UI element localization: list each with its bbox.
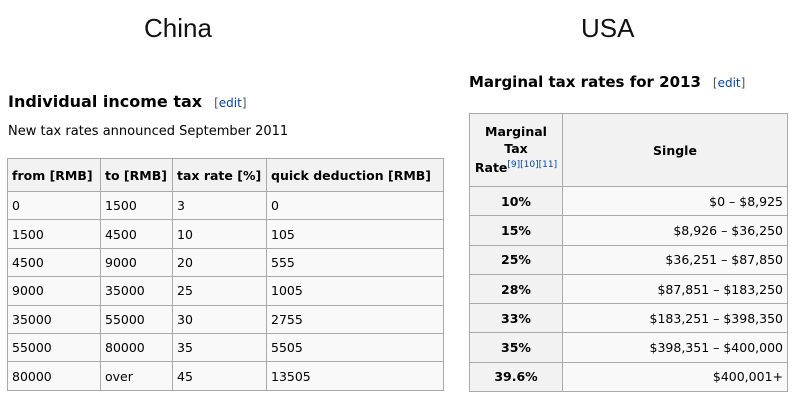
rate-cell: 33% [469, 303, 563, 334]
table-cell: 20 [172, 247, 267, 278]
bracket-cell: $36,251 – $87,850 [562, 244, 788, 275]
china-tax-table: from [RMB] to [RMB] tax rate [%] quick d… [7, 158, 444, 391]
column-header: tax rate [%] [172, 158, 267, 192]
table-cell: 555 [266, 247, 444, 278]
table-cell: 25 [172, 276, 267, 306]
table-row: 39.6% $400,001+ [469, 361, 788, 393]
single-header: Single [562, 113, 788, 187]
table-cell: 55000 [100, 304, 173, 334]
rate-cell: 10% [469, 185, 563, 217]
china-note: New tax rates announced September 2011 [8, 124, 289, 139]
table-cell: 35 [172, 332, 267, 363]
table-cell: 1005 [266, 276, 444, 306]
rate-cell: 39.6% [469, 361, 563, 393]
china-section-heading: Individual income tax [edit] [8, 92, 247, 111]
table-cell: 80000 [7, 361, 101, 391]
table-row: 28% $87,851 – $183,250 [469, 273, 788, 305]
usa-edit-label[interactable]: edit [717, 76, 741, 90]
header-line: Tax [504, 141, 528, 157]
table-cell: 1500 [100, 190, 173, 221]
table-cell: 80000 [100, 332, 173, 363]
table-row: 33% $183,251 – $398,350 [469, 303, 788, 334]
marginal-tax-rate-header: Marginal Tax Rate[9][10][11] [469, 113, 563, 187]
bracket-cell: $398,351 – $400,000 [562, 332, 788, 363]
table-row: 15% $8,926 – $36,250 [469, 215, 788, 246]
table-header-row: Marginal Tax Rate[9][10][11] Single [469, 113, 788, 187]
table-cell: 10 [172, 219, 267, 249]
table-row: 35000 55000 30 2755 [7, 304, 444, 334]
header-line: Rate [474, 160, 508, 176]
table-cell: 55000 [7, 332, 101, 363]
rate-cell: 15% [469, 215, 563, 246]
table-cell: 13505 [266, 361, 444, 391]
table-cell: 9000 [7, 276, 101, 306]
table-cell: 35000 [100, 276, 173, 306]
table-row: 1500 4500 10 105 [7, 219, 444, 249]
bracket-cell: $8,926 – $36,250 [562, 215, 788, 246]
table-cell: 45 [172, 361, 267, 391]
table-cell: 1500 [7, 219, 101, 249]
bracket-cell: $0 – $8,925 [562, 185, 788, 217]
table-cell: over [100, 361, 173, 391]
table-row: 4500 9000 20 555 [7, 247, 444, 278]
table-cell: 4500 [7, 247, 101, 278]
table-cell: 2755 [266, 304, 444, 334]
china-heading-text: Individual income tax [8, 92, 203, 111]
bracket-cell: $183,251 – $398,350 [562, 303, 788, 334]
column-header: quick deduction [RMB] [266, 158, 444, 192]
usa-section-heading: Marginal tax rates for 2013 [edit] [469, 73, 745, 91]
china-edit-link[interactable]: [edit] [214, 96, 247, 110]
china-edit-label[interactable]: edit [218, 96, 242, 110]
table-cell: 3 [172, 190, 267, 221]
usa-heading-text: Marginal tax rates for 2013 [469, 73, 701, 91]
table-cell: 35000 [7, 304, 101, 334]
rate-cell: 28% [469, 273, 563, 305]
usa-tax-table: Marginal Tax Rate[9][10][11] Single 10% $0 … [469, 113, 788, 393]
table-row: 55000 80000 35 5505 [7, 332, 444, 363]
table-cell: 4500 [100, 219, 173, 249]
table-cell: 0 [7, 190, 101, 221]
usa-edit-link[interactable]: [edit] [712, 76, 746, 90]
table-header-row: from [RMB] to [RMB] tax rate [%] quick d… [7, 158, 444, 192]
bracket-cell: $87,851 – $183,250 [562, 273, 788, 305]
table-row: 35% $398,351 – $400,000 [469, 332, 788, 363]
usa-label: USA [581, 13, 635, 43]
column-header: from [RMB] [7, 158, 101, 192]
bracket-cell: $400,001+ [562, 361, 788, 393]
rate-cell: 35% [469, 332, 563, 363]
header-line: Marginal [485, 124, 547, 140]
table-cell: 105 [266, 219, 444, 249]
rate-cell: 25% [469, 244, 563, 275]
table-cell: 9000 [100, 247, 173, 278]
table-row: 0 1500 3 0 [7, 190, 444, 221]
table-row: 10% $0 – $8,925 [469, 185, 788, 217]
table-row: 9000 35000 25 1005 [7, 276, 444, 306]
table-row: 25% $36,251 – $87,850 [469, 244, 788, 275]
table-cell: 0 [266, 190, 444, 221]
table-cell: 5505 [266, 332, 444, 363]
column-header: to [RMB] [100, 158, 173, 192]
table-cell: 30 [172, 304, 267, 334]
china-label: China [144, 13, 212, 43]
table-row: 80000 over 45 13505 [7, 361, 444, 391]
reference-links[interactable]: [9][10][11] [507, 160, 558, 171]
